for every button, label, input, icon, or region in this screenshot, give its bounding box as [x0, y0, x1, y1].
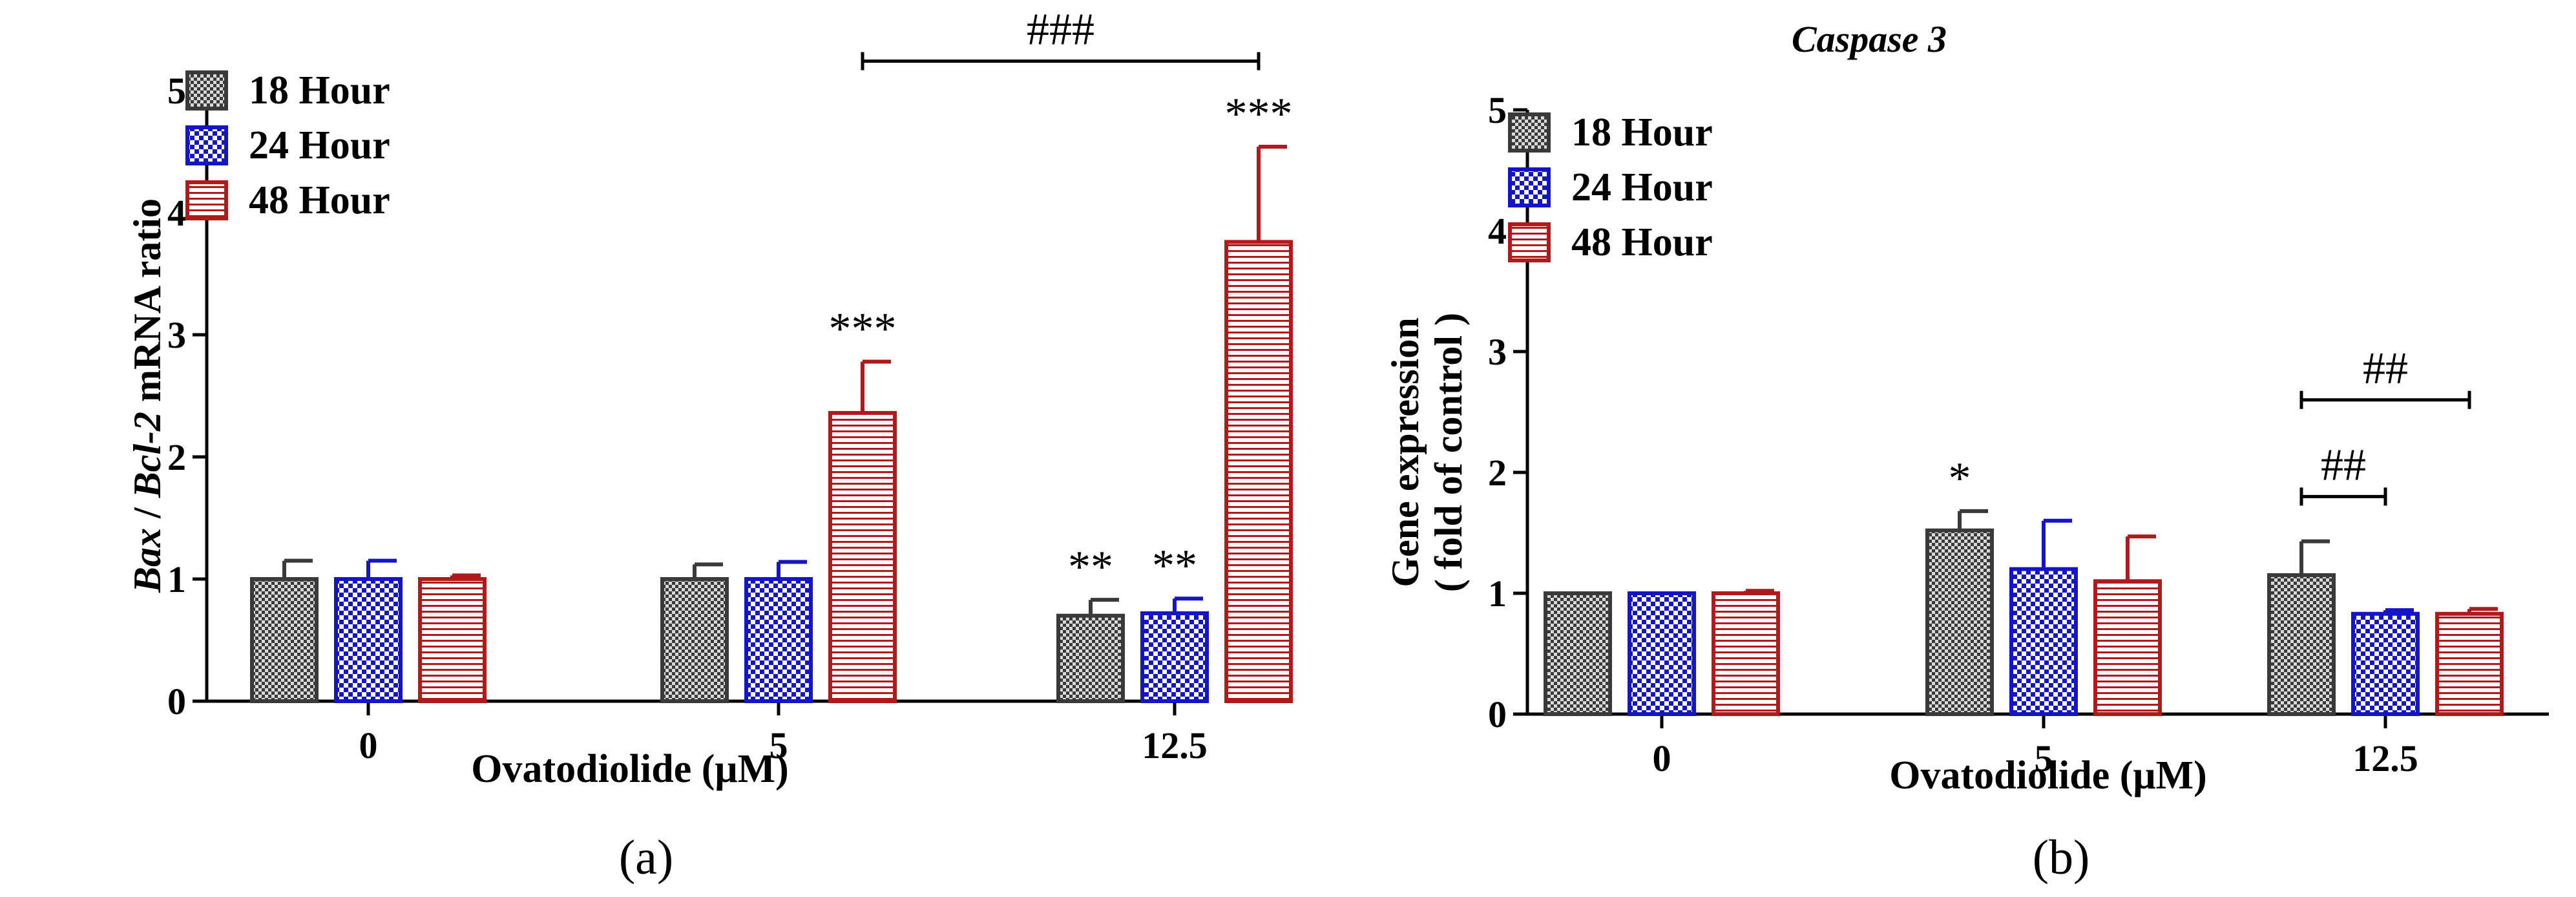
- bar-48-hour: [2435, 611, 2504, 716]
- y-tick-label: 5: [1488, 89, 1507, 131]
- x-tick-label: 12.5: [1142, 724, 1208, 766]
- bar-48-hour: [2093, 579, 2162, 716]
- legend-label: 18 Hour: [1571, 111, 1713, 154]
- bar-48-hour: [828, 410, 897, 704]
- legend-swatch: [1508, 112, 1551, 153]
- bar-24-hour: [1628, 591, 1696, 716]
- x-axis-label: Ovatodiolide (μM): [471, 747, 789, 791]
- bar-18-hour: [250, 577, 319, 703]
- legend-swatch: [185, 125, 228, 165]
- y-axis-label-part: mRNA ratio: [126, 198, 169, 412]
- y-axis-label-part: Bax: [126, 528, 169, 593]
- comparison-marker: ##: [2321, 440, 2366, 490]
- bar-24-hour: [334, 577, 403, 703]
- legend-label: 24 Hour: [249, 123, 390, 167]
- bar-18-hour: [1925, 528, 1994, 716]
- chart-panel-b: Caspase 3 Gene expression ( fold of cont…: [1384, 18, 2549, 885]
- x-tick-label: 0: [1653, 737, 1671, 779]
- x-tick-label: 0: [359, 724, 378, 766]
- chart-title: Caspase 3: [1792, 18, 1947, 60]
- annotations: ***** *****###: [829, 5, 1293, 592]
- y-axis-label-part: Bcl-2: [126, 412, 169, 498]
- significance-marker: *: [1949, 454, 1971, 503]
- bars: [1544, 509, 2504, 717]
- y-axis-label: Gene expression ( fold of control ): [1384, 313, 1470, 592]
- legend-swatch: [185, 180, 228, 220]
- significance-marker: **: [1152, 541, 1197, 591]
- legend-label: 18 Hour: [249, 69, 390, 112]
- x-tick-label: 5: [2035, 737, 2053, 779]
- significance-marker: ***: [1225, 89, 1293, 139]
- bar-24-hour: [2351, 611, 2420, 716]
- y-axis-label-line-1: Gene expression: [1384, 317, 1427, 587]
- y-axis-label-part: /: [126, 498, 169, 528]
- bar-24-hour: [1140, 611, 1209, 703]
- y-axis-label-line-2: ( fold of control ): [1427, 313, 1470, 592]
- comparison-marker: ###: [1027, 5, 1094, 55]
- y-tick-label: 3: [1488, 331, 1507, 373]
- legend-label: 24 Hour: [1571, 165, 1713, 209]
- y-tick-label: 2: [1488, 452, 1507, 494]
- y-tick-label: 0: [1488, 693, 1507, 735]
- y-tick-label: 0: [167, 681, 186, 723]
- significance-marker: **: [1068, 542, 1113, 592]
- comparison-marker: ##: [2363, 344, 2408, 394]
- bar-18-hour: [1056, 613, 1125, 704]
- bar-24-hour: [744, 577, 813, 703]
- bar-48-hour: [1224, 240, 1293, 703]
- y-tick-label: 3: [167, 314, 186, 356]
- legend: 18 Hour 24 Hour 48 Hour: [185, 69, 390, 222]
- legend-label: 48 Hour: [249, 178, 390, 222]
- y-tick-label: 4: [1488, 210, 1507, 252]
- bar-18-hour: [2267, 573, 2336, 717]
- bars: [250, 144, 1293, 704]
- y-tick-label: 4: [167, 192, 186, 234]
- y-tick-label: 1: [167, 558, 186, 600]
- legend-swatch: [1508, 167, 1551, 207]
- x-tick-label: 5: [770, 724, 788, 766]
- panel-label: (b): [2033, 830, 2090, 885]
- y-axis-label: Bax / Bcl-2 mRNA ratio: [126, 198, 169, 593]
- y-tick-label: 1: [1488, 573, 1507, 615]
- bar-48-hour: [1712, 591, 1780, 716]
- legend-label: 48 Hour: [1571, 220, 1713, 264]
- bar-18-hour: [1544, 591, 1612, 716]
- annotations: * ## ##: [1949, 344, 2471, 506]
- significance-marker: ***: [829, 304, 897, 354]
- x-axis-label: Ovatodiolide (μM): [1889, 754, 2207, 797]
- legend-swatch: [185, 70, 228, 111]
- y-tick-label: 2: [167, 436, 186, 478]
- legend-swatch: [1508, 222, 1551, 262]
- bar-18-hour: [660, 577, 729, 703]
- legend: 18 Hour 24 Hour 48 Hour: [1508, 111, 1713, 264]
- y-tick-label: 5: [167, 70, 186, 112]
- bar-48-hour: [418, 577, 487, 703]
- y-axis-label-text: Bax / Bcl-2 mRNA ratio: [126, 198, 169, 593]
- x-tick-label: 12.5: [2352, 737, 2418, 779]
- bar-24-hour: [2009, 567, 2078, 716]
- panel-label: (a): [619, 830, 673, 885]
